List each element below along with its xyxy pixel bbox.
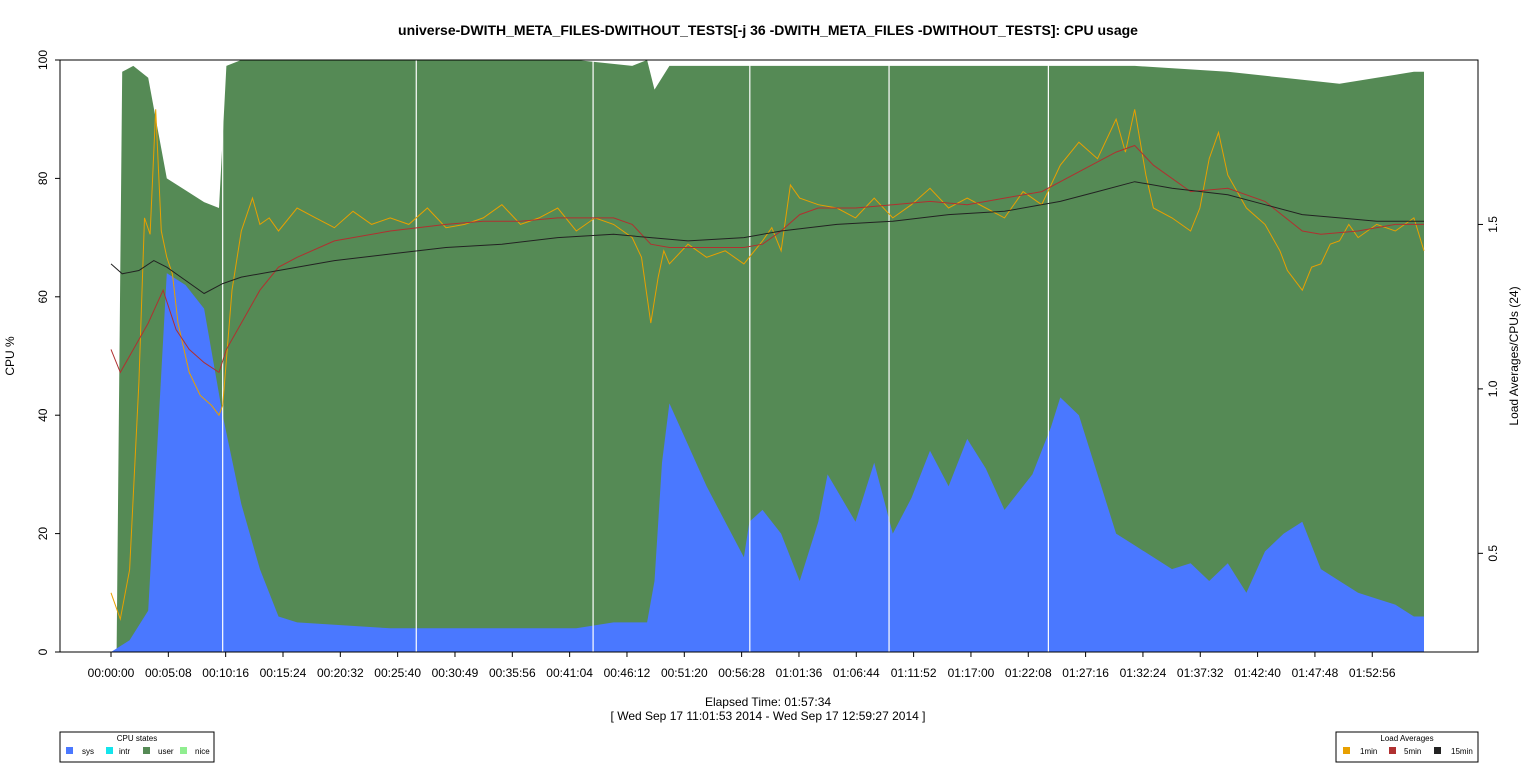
x-tick-label-16: 01:22:08 — [1005, 666, 1052, 680]
y-tick-label-20: 20 — [36, 527, 50, 541]
legend-label-sys: sys — [82, 747, 94, 756]
legend-load-title: Load Averages — [1380, 734, 1433, 743]
load-line-15min — [110, 181, 1424, 295]
y-right-tick-label-1.5: 1.5 — [1486, 216, 1500, 233]
legend-label-15min: 15min — [1451, 747, 1473, 756]
y-tick-label-80: 80 — [36, 171, 50, 185]
y-axis-right-label: Load Averages/CPUs (24) — [1507, 286, 1521, 425]
chart-title: universe-DWITH_META_FILES-DWITHOUT_TESTS… — [398, 22, 1138, 38]
y-tick-label-0: 0 — [36, 648, 50, 655]
legend-swatch-user — [143, 747, 150, 754]
legend-swatch-sys — [66, 747, 73, 754]
legend-label-user: user — [158, 747, 174, 756]
legend-load-averages: Load Averages 1min 5min 15min — [1335, 731, 1479, 763]
x-tick-label-11: 00:56:28 — [718, 666, 765, 680]
legend-label-1min: 1min — [1360, 747, 1377, 756]
y-right-tick-label-1: 1.0 — [1486, 380, 1500, 397]
x-tick-label-21: 01:47:48 — [1292, 666, 1339, 680]
x-tick-label-18: 01:32:24 — [1120, 666, 1167, 680]
x-tick-label-6: 00:30:49 — [432, 666, 479, 680]
y-tick-label-40: 40 — [36, 408, 50, 422]
legend-label-intr: intr — [119, 747, 130, 756]
x-tick-label-22: 01:52:56 — [1349, 666, 1396, 680]
x-tick-label-9: 00:46:12 — [604, 666, 651, 680]
y-tick-label-100: 100 — [36, 50, 50, 70]
x-tick-label-13: 01:06:44 — [833, 666, 880, 680]
legend-swatch-nice — [180, 747, 187, 754]
legend-cpu-title: CPU states — [117, 734, 157, 743]
legend-swatch-1min — [1343, 747, 1350, 754]
plot-area — [110, 60, 1425, 652]
load-line-5min — [110, 144, 1424, 374]
axes: 0 20 40 60 80 100 0.5 1.0 1.5 00:00:00 00:05:08 00:… — [36, 50, 1500, 680]
legend-swatch-15min — [1434, 747, 1441, 754]
x-axis-range: [ Wed Sep 17 11:01:53 2014 - Wed Sep 17 … — [611, 709, 926, 723]
legend-cpu-box — [59, 731, 215, 763]
plot-frame — [59, 59, 1479, 653]
x-tick-label-1: 00:05:08 — [145, 666, 192, 680]
x-tick-label-10: 00:51:20 — [661, 666, 708, 680]
legend-swatch-intr — [106, 747, 113, 754]
x-tick-label-17: 01:27:16 — [1062, 666, 1109, 680]
x-axis-label: Elapsed Time: 01:57:34 — [705, 695, 831, 709]
x-tick-label-7: 00:35:56 — [489, 666, 536, 680]
y-right-tick-label-0.5: 0.5 — [1486, 545, 1500, 562]
legend-label-5min: 5min — [1404, 747, 1421, 756]
x-tick-label-15: 01:17:00 — [948, 666, 995, 680]
x-tick-label-5: 00:25:40 — [374, 666, 421, 680]
load-line-1min — [110, 109, 1425, 622]
x-tick-label-12: 01:01:36 — [776, 666, 823, 680]
x-tick-label-8: 00:41:04 — [546, 666, 593, 680]
series-area-sys — [111, 273, 1424, 652]
legend-load-box — [1335, 731, 1479, 763]
x-tick-label-20: 01:42:40 — [1234, 666, 1281, 680]
y-tick-label-60: 60 — [36, 290, 50, 304]
x-tick-label-2: 00:10:16 — [202, 666, 249, 680]
x-tick-label-19: 01:37:32 — [1177, 666, 1224, 680]
legend-cpu-states: CPU states sys intr user nice — [59, 731, 215, 763]
legend-label-nice: nice — [195, 747, 210, 756]
x-tick-label-0: 00:00:00 — [88, 666, 135, 680]
x-tick-label-4: 00:20:32 — [317, 666, 364, 680]
x-tick-label-14: 01:11:52 — [891, 666, 937, 680]
x-tick-label-3: 00:15:24 — [260, 666, 307, 680]
legend-swatch-5min — [1389, 747, 1396, 754]
y-axis-label: CPU % — [3, 336, 17, 376]
